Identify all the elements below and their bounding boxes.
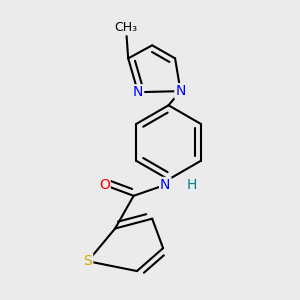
Text: N: N <box>160 178 170 192</box>
Text: N: N <box>133 85 143 99</box>
Text: N: N <box>175 84 186 98</box>
Text: S: S <box>83 254 92 268</box>
Text: O: O <box>99 178 110 192</box>
Text: H: H <box>186 178 197 192</box>
Text: CH₃: CH₃ <box>114 21 138 34</box>
